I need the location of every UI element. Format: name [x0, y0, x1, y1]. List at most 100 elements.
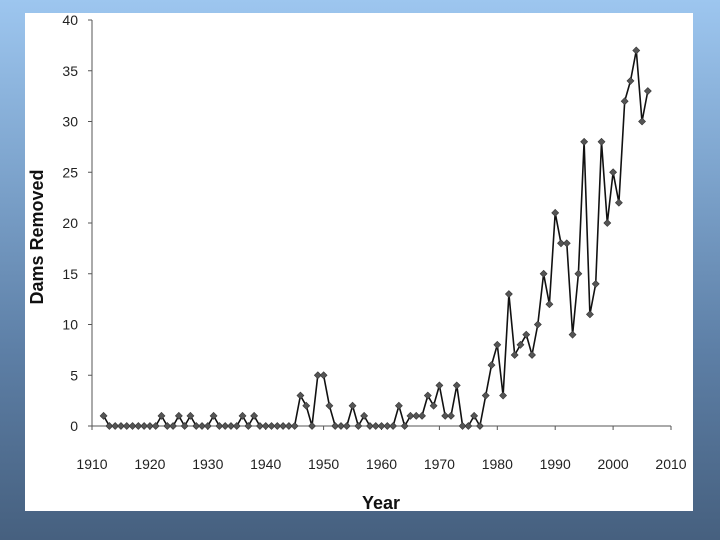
- data-point-marker: [273, 422, 282, 430]
- data-point-marker: [267, 422, 276, 430]
- data-point-marker: [117, 422, 125, 430]
- data-point-marker: [586, 310, 594, 319]
- data-point-marker: [186, 411, 195, 420]
- data-point-marker: [383, 422, 392, 430]
- data-point-marker: [296, 391, 305, 400]
- data-point-marker: [337, 422, 345, 430]
- data-point-marker: [250, 411, 259, 420]
- y-tick-label: 15: [62, 266, 78, 282]
- data-point-marker: [452, 381, 461, 390]
- data-point-marker: [545, 300, 554, 309]
- data-point-marker: [319, 371, 328, 380]
- data-point-marker: [371, 422, 380, 430]
- data-point-marker: [261, 422, 270, 430]
- data-point-marker: [157, 411, 166, 420]
- data-point-marker: [227, 422, 235, 430]
- data-point-marker: [481, 391, 490, 400]
- data-point-marker: [412, 411, 421, 420]
- data-point-marker: [574, 269, 583, 278]
- data-point-marker: [348, 401, 357, 410]
- data-point-marker: [221, 422, 230, 430]
- data-point-marker: [394, 401, 403, 410]
- x-tick-label: 1950: [308, 456, 339, 472]
- x-tick-label: 1980: [482, 456, 513, 472]
- data-point-marker: [591, 279, 600, 288]
- data-point-marker: [557, 239, 565, 248]
- x-tick-label: 2010: [655, 456, 686, 472]
- x-tick-label: 1990: [540, 456, 571, 472]
- data-point-marker: [435, 381, 444, 390]
- data-point-marker: [441, 411, 450, 420]
- data-point-marker: [209, 411, 218, 420]
- data-point-marker: [290, 422, 299, 430]
- data-point-marker: [174, 411, 183, 420]
- data-point-marker: [255, 422, 264, 430]
- data-point-marker: [522, 330, 531, 339]
- data-point-marker: [423, 391, 432, 400]
- data-point-marker: [620, 97, 629, 106]
- chart-panel: 0 5 10 15 20 25 30 35 40 1910 1920 1930 1940 1950 1960…: [25, 13, 693, 511]
- data-point-marker: [562, 239, 571, 248]
- x-tick-label: 1920: [134, 456, 165, 472]
- data-point-marker: [284, 422, 293, 430]
- data-point-marker: [551, 208, 560, 217]
- data-point-marker: [192, 422, 201, 430]
- data-point-marker: [470, 411, 479, 420]
- x-tick-label: 1930: [192, 456, 223, 472]
- data-point-marker: [377, 422, 386, 430]
- data-point-marker: [476, 422, 484, 430]
- data-point-marker: [111, 422, 120, 430]
- data-point-marker: [134, 422, 143, 430]
- data-point-marker: [603, 219, 612, 227]
- data-point-marker: [279, 422, 287, 430]
- data-point-marker: [464, 422, 473, 430]
- data-point-marker: [215, 422, 224, 430]
- x-tick-label: 1910: [76, 456, 107, 472]
- data-point-marker: [203, 422, 212, 430]
- y-tick-label: 35: [62, 63, 78, 79]
- data-point-marker: [180, 422, 189, 430]
- y-tick-label: 25: [62, 164, 78, 180]
- data-point-marker: [342, 422, 351, 430]
- data-point-marker: [151, 422, 160, 430]
- data-point-marker: [325, 401, 334, 410]
- data-point-marker: [504, 290, 513, 298]
- data-point-marker: [308, 422, 316, 430]
- data-point-marker: [140, 422, 149, 430]
- data-point-marker: [609, 168, 618, 177]
- data-point-marker: [365, 422, 374, 430]
- y-tick-label: 30: [62, 114, 78, 130]
- y-tick-label: 5: [70, 367, 78, 383]
- data-point-marker: [122, 422, 131, 430]
- data-point-marker: [238, 411, 247, 420]
- data-point-marker: [232, 422, 241, 430]
- data-point-marker: [128, 422, 137, 430]
- data-point-marker: [516, 340, 525, 349]
- y-tick-label: 20: [62, 215, 78, 231]
- data-point-marker: [568, 330, 577, 339]
- data-point-marker: [632, 46, 641, 55]
- data-point-marker: [580, 137, 589, 146]
- data-point-marker: [429, 401, 438, 410]
- data-point-marker: [313, 371, 322, 380]
- x-tick-label: 1970: [424, 456, 455, 472]
- data-point-marker: [331, 422, 340, 430]
- data-point-marker: [533, 320, 542, 329]
- data-point-marker: [614, 198, 623, 207]
- data-point-marker: [539, 269, 548, 278]
- data-point-marker: [99, 411, 108, 420]
- data-point-marker: [643, 87, 652, 95]
- y-tick-label: 0: [70, 418, 78, 434]
- data-point-marker: [400, 422, 409, 430]
- data-point-marker: [493, 340, 502, 349]
- dams-removed-chart: 0 5 10 15 20 25 30 35 40 1910 1920 1930 1940 1950 1960…: [27, 13, 687, 511]
- data-point-marker: [499, 391, 508, 400]
- data-point-marker: [389, 422, 398, 430]
- data-point-marker: [302, 401, 311, 410]
- data-point-marker: [458, 422, 467, 430]
- data-point-marker: [354, 422, 363, 430]
- data-point-marker: [638, 117, 646, 126]
- data-point-marker: [626, 76, 635, 85]
- data-point-marker: [597, 137, 606, 146]
- y-tick-label: 10: [62, 317, 78, 333]
